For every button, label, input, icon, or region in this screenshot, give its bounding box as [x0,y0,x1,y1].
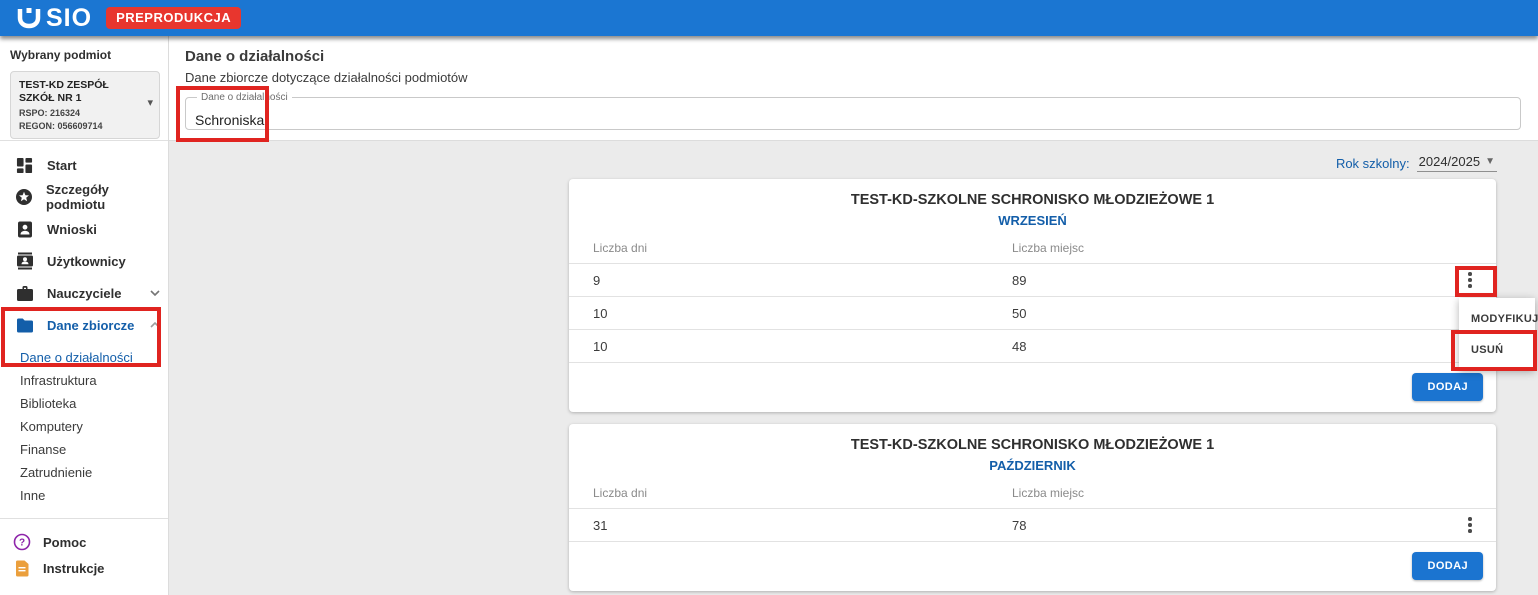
row-actions-kebab-icon[interactable] [1458,513,1482,537]
briefcase-icon [15,284,34,303]
school-year-value: 2024/2025 [1418,154,1481,169]
entity-caret-icon: ▾ [147,97,153,109]
sidebar-menu: Start Szczegóły podmiotu [0,141,168,581]
card-month: WRZESIEŃ [998,213,1067,228]
content-area: Rok szkolny: 2024/2025 ▼ TEST-KD-SZKOLNE… [169,141,1538,595]
sidebar-item-komputery[interactable]: Komputery [0,415,168,438]
card-title: TEST-KD-SZKOLNE SCHRONISKO MŁODZIEŻOWE 1 [850,192,1215,208]
sio-logo-text: SIO [46,3,93,32]
page-header: Dane o działalności Dane zbiorcze dotycz… [169,36,1538,141]
dashboard-icon [15,156,34,175]
sidebar-item-label: Szczegóły podmiotu [46,182,109,212]
sio-logo: SIO [16,5,92,31]
sidebar-item-label: Użytkownicy [47,253,126,269]
entity-name: TEST-KD ZESPÓŁ SZKÓŁ NR 1 [19,79,109,104]
row-actions-kebab-icon[interactable] [1458,268,1482,292]
table-row: 10 50 [569,296,1496,329]
submenu-item-label: Zatrudnienie [20,465,93,480]
sidebar-item-inne[interactable]: Inne [0,484,168,507]
cell-liczba-dni: 9 [593,272,601,288]
sidebar-item-finanse[interactable]: Finanse [0,438,168,461]
sidebar-item-label: Wnioski [47,221,97,237]
sidebar-item-biblioteka[interactable]: Biblioteka [0,392,168,415]
table-row: 31 78 [569,508,1496,541]
submenu-item-label: Dane o działalności [20,350,133,365]
chevron-up-icon [150,322,160,328]
sidebar-item-label: Start [47,157,77,173]
submenu-item-label: Infrastruktura [20,373,97,388]
add-button[interactable]: DODAJ [1412,373,1483,401]
document-icon [12,559,31,578]
column-header-liczba-miejsc: Liczba miejsc [1012,486,1085,500]
column-header-liczba-dni: Liczba dni [593,486,648,500]
sidebar-item-zatrudnienie[interactable]: Zatrudnienie [0,461,168,484]
cell-liczba-dni: 10 [593,338,608,354]
selected-entity-label: Wybrany podmiot [10,48,112,62]
sidebar-item-wnioski[interactable]: Wnioski [0,213,168,245]
submenu-item-label: Finanse [20,442,67,457]
selected-entity-section: Wybrany podmiot TEST-KD ZESPÓŁ SZKÓŁ NR … [0,36,168,141]
sidebar-item-label: Nauczyciele [47,285,122,301]
month-card-pazdziernik: TEST-KD-SZKOLNE SCHRONISKO MŁODZIEŻOWE 1… [569,424,1496,591]
footer-item-label: Pomoc [43,534,87,550]
cell-liczba-miejsc: 89 [1012,272,1027,288]
environment-badge: PREPRODUKCJA [106,7,242,29]
sidebar-item-dane-zbiorcze[interactable]: Dane zbiorcze [0,309,168,341]
sidebar-item-start[interactable]: Start [0,149,168,181]
column-header-liczba-dni: Liczba dni [593,241,648,255]
table-row: 9 89 [569,263,1496,296]
entity-rspo: RSPO: 216324 [19,108,81,119]
sidebar-item-nauczyciele[interactable]: Nauczyciele [0,277,168,309]
sidebar-item-pomoc[interactable]: ? Pomoc [0,529,168,555]
cell-liczba-dni: 10 [593,305,608,321]
cell-liczba-miejsc: 50 [1012,305,1027,321]
dane-zbiorcze-submenu: Dane o działalności Infrastruktura Bibli… [0,346,168,507]
topbar: SIO PREPRODUKCJA [0,0,1538,36]
caret-down-icon: ▼ [1485,156,1495,167]
table-row: 10 48 [569,329,1496,362]
card-title: TEST-KD-SZKOLNE SCHRONISKO MŁODZIEŻOWE 1 [850,437,1215,453]
contacts-icon [15,252,34,271]
school-year-label: Rok szkolny: [1335,155,1410,171]
entity-selector[interactable]: TEST-KD ZESPÓŁ SZKÓŁ NR 1 RSPO: 216324 R… [10,71,160,140]
card-month: PAŹDZIERNIK [989,458,1076,473]
sio-logo-icon [16,5,42,31]
sidebar-item-uzytkownicy[interactable]: Użytkownicy [0,245,168,277]
submenu-item-label: Inne [20,488,46,503]
activity-type-select[interactable]: Dane o działalności Schroniska [185,92,1521,130]
sidebar-item-dane-o-dzialalnosci[interactable]: Dane o działalności [0,346,168,369]
activity-type-select-label: Dane o działalności [201,92,288,103]
add-button[interactable]: DODAJ [1412,552,1483,580]
sidebar: Wybrany podmiot TEST-KD ZESPÓŁ SZKÓŁ NR … [0,36,169,595]
help-icon: ? [12,533,31,552]
svg-text:?: ? [18,538,24,549]
activity-type-select-value: Schroniska [195,112,265,128]
context-menu-item-modyfikuj[interactable]: MODYFIKUJ [1471,312,1538,325]
sidebar-item-instrukcje[interactable]: Instrukcje [0,555,168,581]
row-context-menu: MODYFIKUJ USUŃ [1459,298,1538,370]
school-year-select[interactable]: 2024/2025 ▼ [1416,154,1497,172]
footer-item-label: Instrukcje [43,560,105,576]
cell-liczba-miejsc: 78 [1012,517,1027,533]
submenu-item-label: Biblioteka [20,396,77,411]
main-area: Dane o działalności Dane zbiorcze dotycz… [169,36,1538,595]
sidebar-item-infrastruktura[interactable]: Infrastruktura [0,369,168,392]
folder-icon [15,316,34,335]
sidebar-footer: ? Pomoc Instrukcje [0,519,168,581]
cell-liczba-miejsc: 48 [1012,338,1027,354]
submenu-item-label: Komputery [20,419,83,434]
page-subtitle: Dane zbiorcze dotyczące działalności pod… [185,70,468,85]
sidebar-item-label: Dane zbiorcze [47,317,135,333]
sidebar-item-szczegoly-podmiotu[interactable]: Szczegóły podmiotu [0,181,168,213]
star-circle-icon [15,188,33,207]
sidebar-divider [0,518,168,519]
page-title: Dane o działalności [185,48,325,65]
month-card-wrzesien: TEST-KD-SZKOLNE SCHRONISKO MŁODZIEŻOWE 1… [569,179,1496,412]
cell-liczba-dni: 31 [593,517,608,533]
entity-regon: REGON: 056609714 [19,121,103,132]
column-header-liczba-miejsc: Liczba miejsc [1012,241,1085,255]
badge-icon [15,220,34,239]
chevron-down-icon [150,290,160,296]
context-menu-item-usun[interactable]: USUŃ [1471,343,1504,356]
